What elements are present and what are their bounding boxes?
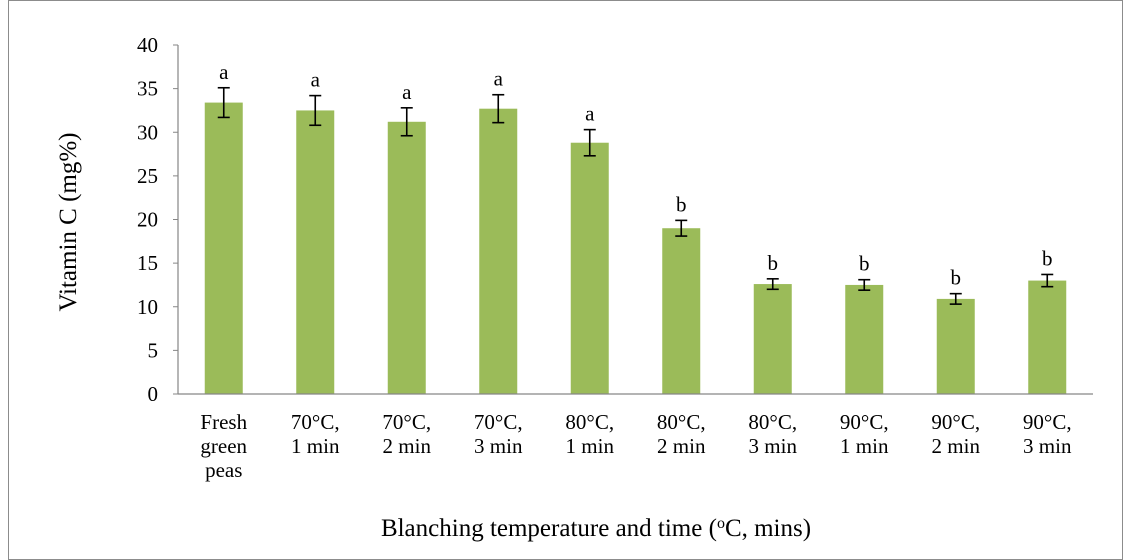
significance-letter: a [402, 80, 412, 104]
y-tick-label: 0 [148, 382, 159, 406]
x-tick-label-line: 70°C, [382, 410, 431, 434]
x-tick-label: 80°C, 2 min [657, 410, 706, 458]
significance-letter: b [768, 251, 779, 275]
x-tick-label: 90°C, 3 min [1023, 410, 1072, 458]
x-tick-label-line: 90°C, [840, 410, 889, 434]
x-tick-label: 90°C, 2 min [931, 410, 980, 458]
x-tick-label-line: 80°C, [565, 410, 614, 434]
y-axis-label: Vitamin C (mg%) [55, 132, 82, 311]
error-bar [858, 278, 871, 291]
error-bar [217, 86, 230, 119]
bar-chart: 0 5 10 15 20 25 30 35 40 a a a a a b b b b b Fresh green pe… [55, 33, 1093, 543]
error-bars [217, 86, 1054, 305]
x-tick-label-line: 1 min [840, 434, 889, 458]
error-bar [492, 93, 505, 124]
x-tick-label-line: 90°C, [931, 410, 980, 434]
x-tick-label-line: 3 min [474, 434, 523, 458]
bar [753, 284, 792, 394]
significance-letter: a [585, 102, 595, 126]
chart-frame [8, 0, 1123, 560]
x-axis-label-after: C, mins) [725, 515, 811, 542]
x-tick-label-line: 2 min [657, 434, 706, 458]
error-bar [583, 128, 596, 157]
error-bar [949, 292, 962, 305]
y-tick-label: 5 [148, 338, 159, 362]
x-tick-label-line: 80°C, [657, 410, 706, 434]
error-bar [766, 278, 779, 291]
significance-letter: b [859, 252, 870, 276]
x-tick-label-line: 80°C, [748, 410, 797, 434]
x-tick-label: 80°C, 3 min [748, 410, 797, 458]
x-tick-label: 80°C, 1 min [565, 410, 614, 458]
bar [1028, 280, 1067, 394]
x-tick-label: Fresh green peas [200, 410, 247, 482]
x-axis-label-sup: o [717, 515, 725, 532]
bar [204, 102, 243, 395]
error-bar [400, 107, 413, 137]
bar [845, 284, 884, 394]
significance-letter: b [951, 266, 962, 290]
significance-letter: b [1042, 246, 1053, 270]
x-tick-label-line: 70°C, [291, 410, 340, 434]
x-tick-label-line: 90°C, [1023, 410, 1072, 434]
significance-letters: a a a a a b b b b b [219, 60, 1052, 290]
significance-letter: a [494, 67, 504, 91]
y-tick-label: 35 [137, 77, 158, 101]
bar [296, 110, 335, 394]
x-tick-label-line: 3 min [1023, 434, 1072, 458]
bar [570, 142, 609, 394]
y-tick-label: 20 [137, 208, 158, 232]
x-tick-label-line: peas [205, 458, 242, 482]
x-tick-label: 90°C, 1 min [840, 410, 889, 458]
x-tick-label-line: 1 min [291, 434, 340, 458]
x-tick-label-line: 2 min [932, 434, 981, 458]
x-tick-label-line: 3 min [749, 434, 798, 458]
y-tick-label: 15 [137, 251, 158, 275]
significance-letter: a [311, 68, 321, 92]
y-axis-ticks: 0 5 10 15 20 25 30 35 40 [137, 33, 178, 406]
bars [204, 102, 1067, 395]
y-tick-label: 30 [137, 120, 158, 144]
y-tick-label: 10 [137, 295, 158, 319]
significance-letter: a [219, 60, 229, 84]
bar [387, 121, 426, 394]
x-axis-label-before: Blanching temperature and time ( [381, 515, 717, 542]
axes [177, 45, 1093, 395]
x-axis-label: Blanching temperature and time (oC, mins… [381, 515, 811, 543]
x-tick-label: 70°C, 1 min [291, 410, 340, 458]
significance-letter: b [676, 192, 687, 216]
x-tick-label-line: green [200, 434, 247, 458]
bar [479, 108, 518, 394]
y-tick-label: 40 [137, 33, 158, 57]
bar [936, 298, 975, 394]
x-tick-label: 70°C, 3 min [474, 410, 523, 458]
x-tick-label: 70°C, 2 min [382, 410, 431, 458]
x-tick-label-line: Fresh [200, 410, 247, 434]
error-bar [1041, 273, 1054, 288]
bar [662, 228, 701, 394]
x-tick-label-line: 1 min [566, 434, 615, 458]
x-tick-label-line: 2 min [383, 434, 432, 458]
error-bar [675, 219, 688, 237]
y-tick-label: 25 [137, 164, 158, 188]
x-tick-label-line: 70°C, [474, 410, 523, 434]
error-bar [309, 94, 322, 127]
